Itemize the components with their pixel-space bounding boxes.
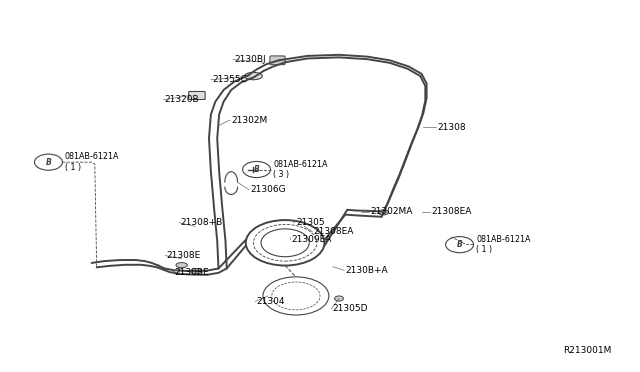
- Text: 21308EA: 21308EA: [314, 227, 354, 236]
- Text: 21308EA: 21308EA: [431, 207, 472, 216]
- Text: 21302MA: 21302MA: [371, 207, 413, 216]
- Text: 21304: 21304: [257, 297, 285, 306]
- Text: B: B: [253, 165, 259, 174]
- Ellipse shape: [244, 73, 262, 80]
- Text: R213001M: R213001M: [563, 346, 612, 355]
- Text: 2130BJ: 2130BJ: [234, 55, 266, 64]
- Text: 21308E: 21308E: [166, 251, 201, 260]
- Text: B: B: [457, 240, 463, 249]
- FancyBboxPatch shape: [189, 92, 205, 100]
- Text: 081AB-6121A
( 1 ): 081AB-6121A ( 1 ): [476, 235, 531, 254]
- Text: 21306G: 21306G: [250, 185, 286, 194]
- Text: 081AB-6121A
( 1 ): 081AB-6121A ( 1 ): [65, 153, 120, 172]
- Ellipse shape: [335, 296, 344, 301]
- Text: 21305D: 21305D: [333, 304, 368, 313]
- Text: 21320B: 21320B: [164, 95, 199, 105]
- Ellipse shape: [176, 263, 188, 268]
- Text: 2130BE: 2130BE: [174, 267, 209, 277]
- Text: 21308+B: 21308+B: [180, 218, 223, 227]
- Text: 21308: 21308: [437, 123, 466, 132]
- Ellipse shape: [191, 269, 202, 273]
- FancyBboxPatch shape: [270, 56, 285, 65]
- Text: 21355C: 21355C: [212, 75, 247, 84]
- Text: B: B: [45, 158, 51, 167]
- Text: 081AB-6121A
( 3 ): 081AB-6121A ( 3 ): [273, 160, 328, 179]
- Text: 21302M: 21302M: [231, 116, 268, 125]
- Text: 21309EA: 21309EA: [291, 235, 332, 244]
- Ellipse shape: [378, 210, 388, 215]
- Text: 21305: 21305: [296, 218, 324, 227]
- Text: 2130B+A: 2130B+A: [346, 266, 388, 275]
